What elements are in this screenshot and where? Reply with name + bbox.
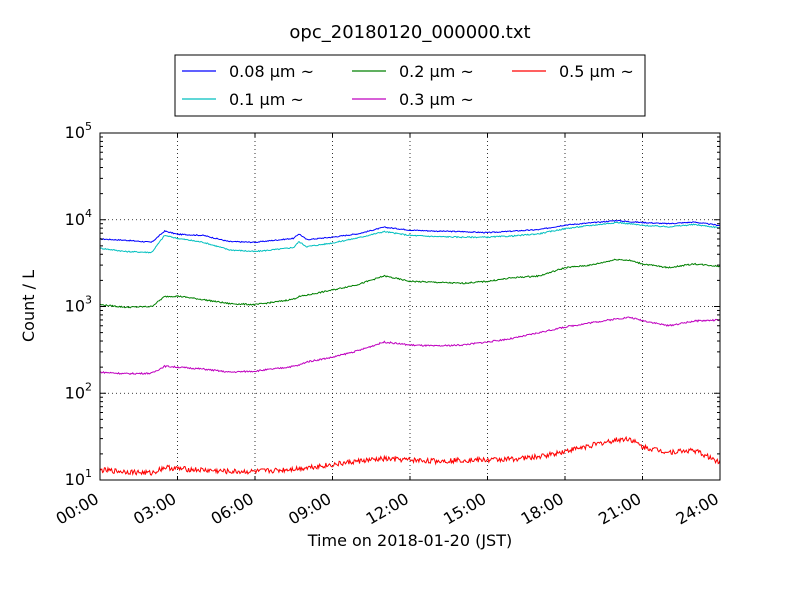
chart-title: opc_20180120_000000.txt	[289, 22, 530, 43]
y-tick-label: 104	[65, 207, 92, 229]
grid	[100, 133, 720, 480]
legend-label: 0.5 μm ~	[559, 62, 634, 81]
series-line	[99, 221, 721, 254]
legend-label: 0.1 μm ~	[229, 90, 304, 109]
legend-box	[174, 54, 646, 117]
series-line	[99, 258, 721, 309]
legend-label: 0.2 μm ~	[399, 62, 474, 81]
y-tick-label: 102	[65, 380, 92, 402]
legend: 0.08 μm ~ 0.1 μm ~ 0.2 μm ~ 0.3 μm ~ 0.5 μm …	[174, 54, 646, 117]
y-axis-label: Count / L	[19, 270, 38, 342]
series-line	[99, 435, 721, 476]
legend-label: 0.08 μm ~	[229, 62, 314, 81]
x-axis-label: Time on 2018-01-20 (JST)	[307, 531, 512, 550]
y-tick-label: 103	[65, 294, 92, 316]
series-lines	[99, 219, 721, 476]
series-line	[99, 219, 721, 244]
series-line	[99, 316, 721, 375]
y-tick-label: 101	[65, 467, 92, 489]
y-tick-label: 105	[65, 120, 92, 142]
legend-label: 0.3 μm ~	[399, 90, 474, 109]
